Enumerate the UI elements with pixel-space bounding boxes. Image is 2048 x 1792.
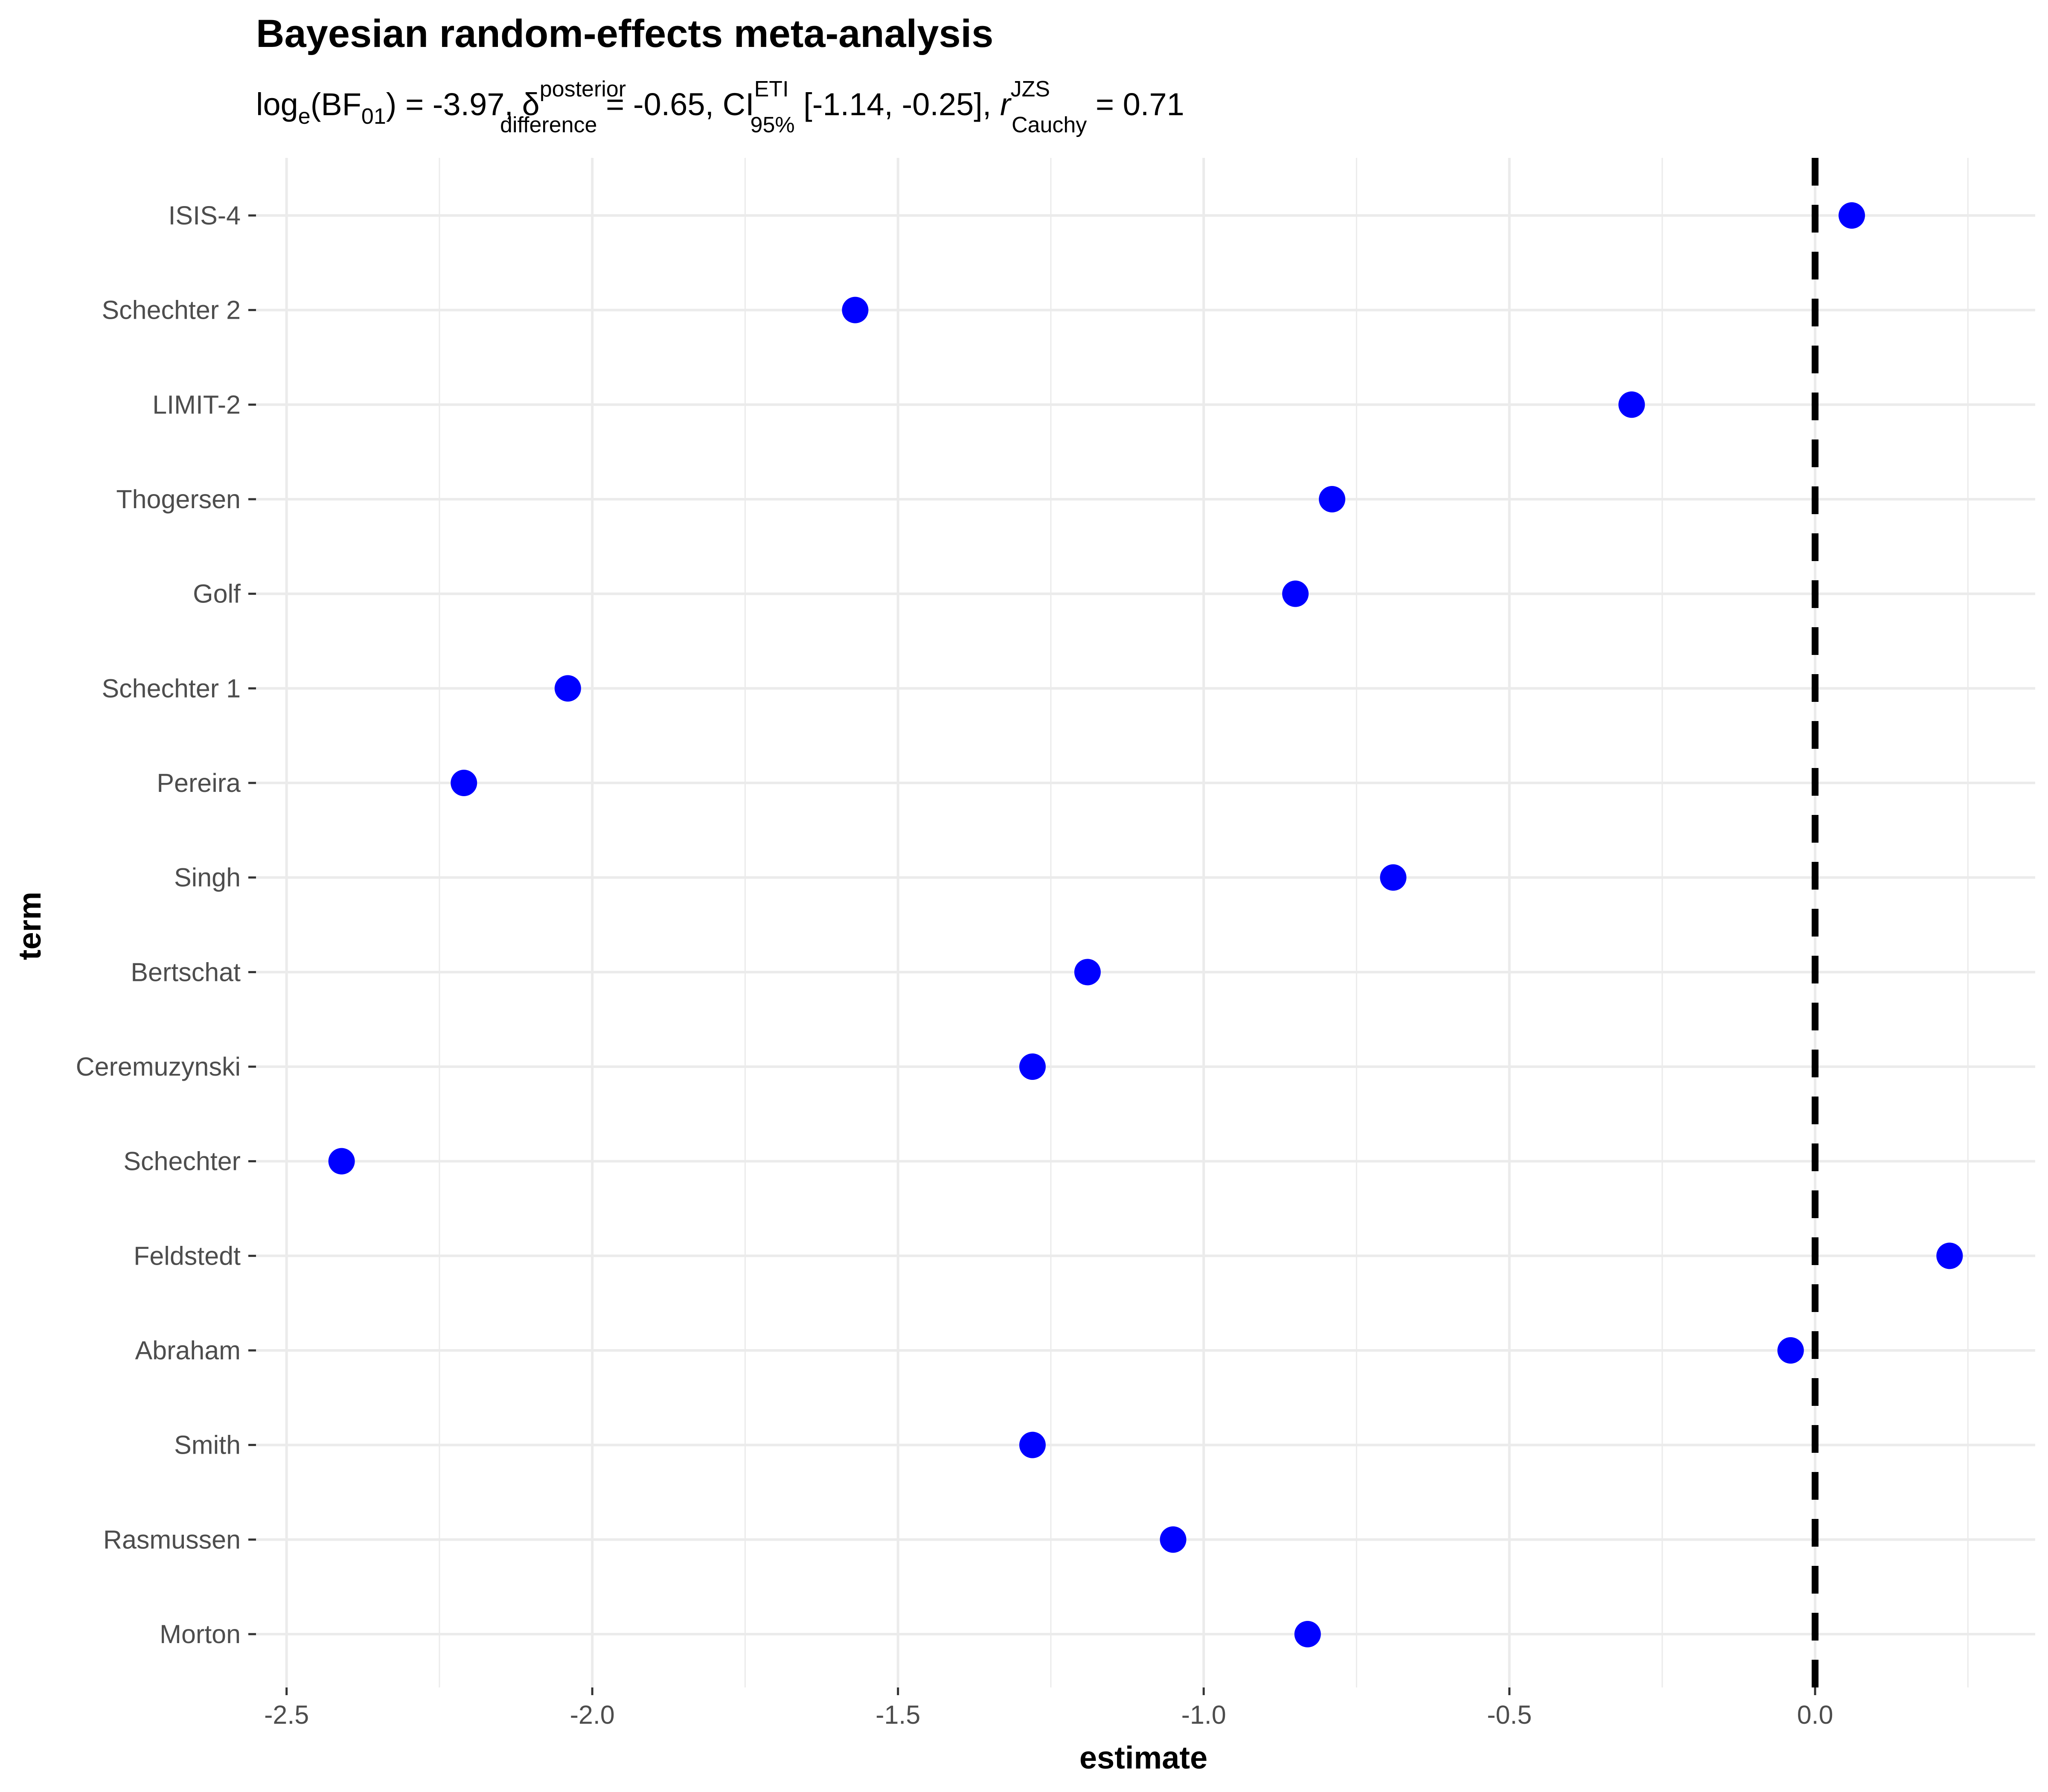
- data-point: [1380, 864, 1407, 891]
- y-tick-label: Ceremuzynski: [76, 1052, 241, 1081]
- y-tick-label: LIMIT-2: [152, 390, 241, 419]
- y-axis-title: term: [12, 892, 47, 960]
- y-tick-label: Schechter: [123, 1147, 241, 1176]
- chart-subtitle: loge(BF01) = -3.97, δposterior difference…: [256, 77, 1184, 137]
- y-tick-label: Thogersen: [116, 485, 241, 514]
- data-point: [1019, 1053, 1046, 1080]
- x-axis: -2.5 -2.0 -1.5 -1.0 -0.5 0.0: [264, 1687, 1833, 1729]
- y-tick-label: Morton: [160, 1620, 241, 1649]
- x-axis-title: estimate: [1079, 1740, 1207, 1775]
- data-point: [1618, 391, 1645, 418]
- data-point: [1282, 580, 1309, 607]
- x-tick-label: -2.0: [570, 1700, 615, 1729]
- data-point: [451, 770, 477, 796]
- data-point: [1294, 1621, 1321, 1647]
- y-tick-label: Abraham: [135, 1336, 241, 1365]
- data-point: [1160, 1526, 1187, 1553]
- data-point: [1319, 486, 1346, 512]
- y-tick-label: Rasmussen: [103, 1525, 241, 1554]
- y-tick-label: Smith: [174, 1431, 241, 1460]
- data-point: [1074, 959, 1101, 986]
- x-tick-label: -1.5: [876, 1700, 920, 1729]
- data-point: [1777, 1337, 1804, 1364]
- y-tick-label: Feldstedt: [134, 1241, 241, 1270]
- major-gridlines: [256, 158, 2035, 1687]
- data-point: [328, 1148, 355, 1175]
- x-tick-label: -2.5: [264, 1700, 309, 1729]
- y-tick-label: ISIS-4: [168, 201, 241, 230]
- data-point: [1839, 202, 1865, 229]
- y-tick-label: Bertschat: [131, 957, 241, 986]
- x-tick-label: -0.5: [1487, 1700, 1532, 1729]
- data-points: [328, 202, 1963, 1647]
- chart-title: Bayesian random-effects meta-analysis: [256, 12, 993, 55]
- y-tick-label: Pereira: [157, 768, 241, 797]
- y-tick-label: Schechter 1: [102, 674, 241, 703]
- y-tick-label: Schechter 2: [102, 296, 241, 325]
- minor-gridlines: [439, 158, 1969, 1687]
- data-point: [1936, 1242, 1963, 1269]
- x-tick-label: -1.0: [1181, 1700, 1226, 1729]
- data-point: [1019, 1431, 1046, 1458]
- y-tick-label: Golf: [193, 579, 241, 608]
- data-point: [554, 675, 581, 702]
- y-axis: ISIS-4 Schechter 2 LIMIT-2 Thogersen Golf Sch…: [76, 201, 256, 1649]
- x-tick-label: 0.0: [1797, 1700, 1833, 1729]
- data-point: [842, 297, 869, 323]
- y-tick-label: Singh: [174, 863, 241, 892]
